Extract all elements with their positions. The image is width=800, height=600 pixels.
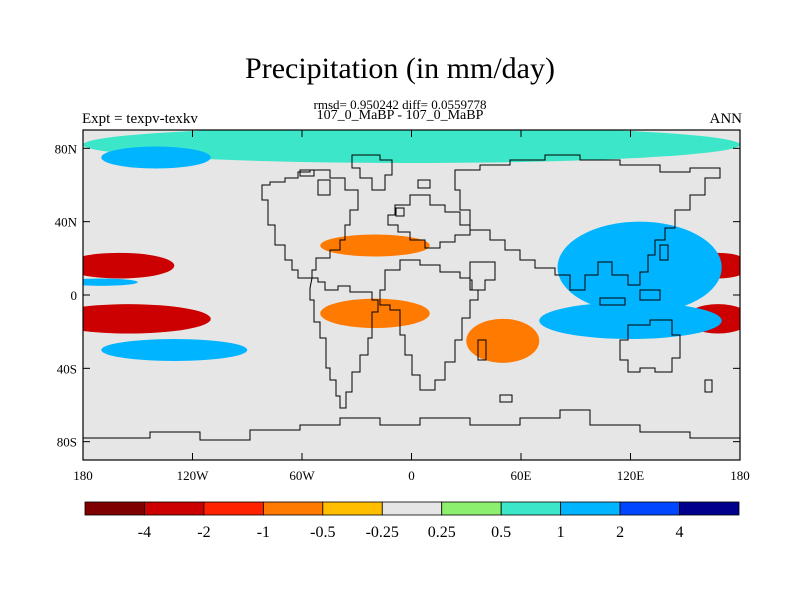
season-label: ANN xyxy=(709,111,743,127)
experiment-label: Expt = texpv-texkv xyxy=(82,111,198,127)
x-tick-label: 60W xyxy=(289,468,315,483)
colorbar-swatch xyxy=(560,501,621,516)
colorbar-label: 4 xyxy=(676,524,684,541)
colorbar-swatch xyxy=(203,501,264,516)
colorbar-swatch xyxy=(619,501,680,516)
contour-blob xyxy=(83,252,175,279)
x-tick-label: 60E xyxy=(511,468,532,483)
y-tick-label: 40S xyxy=(57,361,77,376)
contour-blob xyxy=(557,221,722,314)
contour-field xyxy=(83,130,740,460)
y-tick-label: 0 xyxy=(71,288,78,303)
axis-ticks: 180 120W 60W 0 60E 120E 180 80N 40N 0 40S 80S xyxy=(55,130,750,483)
y-tick-label: 40N xyxy=(55,215,78,230)
colorbar-label: 2 xyxy=(616,524,624,541)
colorbar-swatch xyxy=(262,501,324,516)
contour-blob xyxy=(320,298,430,329)
colorbar-label: 0.5 xyxy=(491,524,511,541)
x-tick-label: 120E xyxy=(617,468,645,483)
contour-blob xyxy=(466,318,540,363)
stats-line: rmsd= 0.950242 diff= 0.0559778 xyxy=(313,97,487,112)
colorbar-label: -2 xyxy=(197,524,210,541)
colorbar-swatch xyxy=(381,501,443,516)
colorbar-swatch xyxy=(441,501,502,516)
colorbar-swatch xyxy=(322,501,383,516)
y-tick-label: 80N xyxy=(55,141,78,156)
x-tick-label: 180 xyxy=(730,468,750,483)
colorbar-label: 1 xyxy=(557,524,565,541)
colorbar-swatch xyxy=(679,501,740,516)
colorbar: -4 -2 -1 -0.5 -0.25 0.25 0.5 1 2 4 xyxy=(84,501,740,541)
colorbar-label: -0.5 xyxy=(310,524,335,541)
colorbar-swatch xyxy=(500,501,562,516)
coastlines xyxy=(83,154,740,441)
contour-blob xyxy=(101,146,211,169)
colorbar-label: 0.25 xyxy=(428,524,456,541)
x-tick-label: 180 xyxy=(73,468,93,483)
colorbar-label: -1 xyxy=(257,524,270,541)
plot-title: Precipitation (in mm/day) xyxy=(245,52,555,85)
x-tick-label: 0 xyxy=(408,468,415,483)
plot-subtitle: 107_0_MaBP - 107_0_MaBP xyxy=(316,108,484,123)
contour-blob xyxy=(539,302,722,339)
contour-blob xyxy=(83,278,138,286)
contour-blob xyxy=(101,339,248,361)
colorbar-swatch xyxy=(144,501,205,516)
contour-blob xyxy=(83,304,211,334)
y-tick-label: 80S xyxy=(57,435,77,450)
colorbar-label: -4 xyxy=(138,524,151,541)
colorbar-label: -0.25 xyxy=(366,524,399,541)
colorbar-swatch xyxy=(84,501,145,516)
x-tick-label: 120W xyxy=(177,468,210,483)
contour-blob xyxy=(320,234,430,257)
